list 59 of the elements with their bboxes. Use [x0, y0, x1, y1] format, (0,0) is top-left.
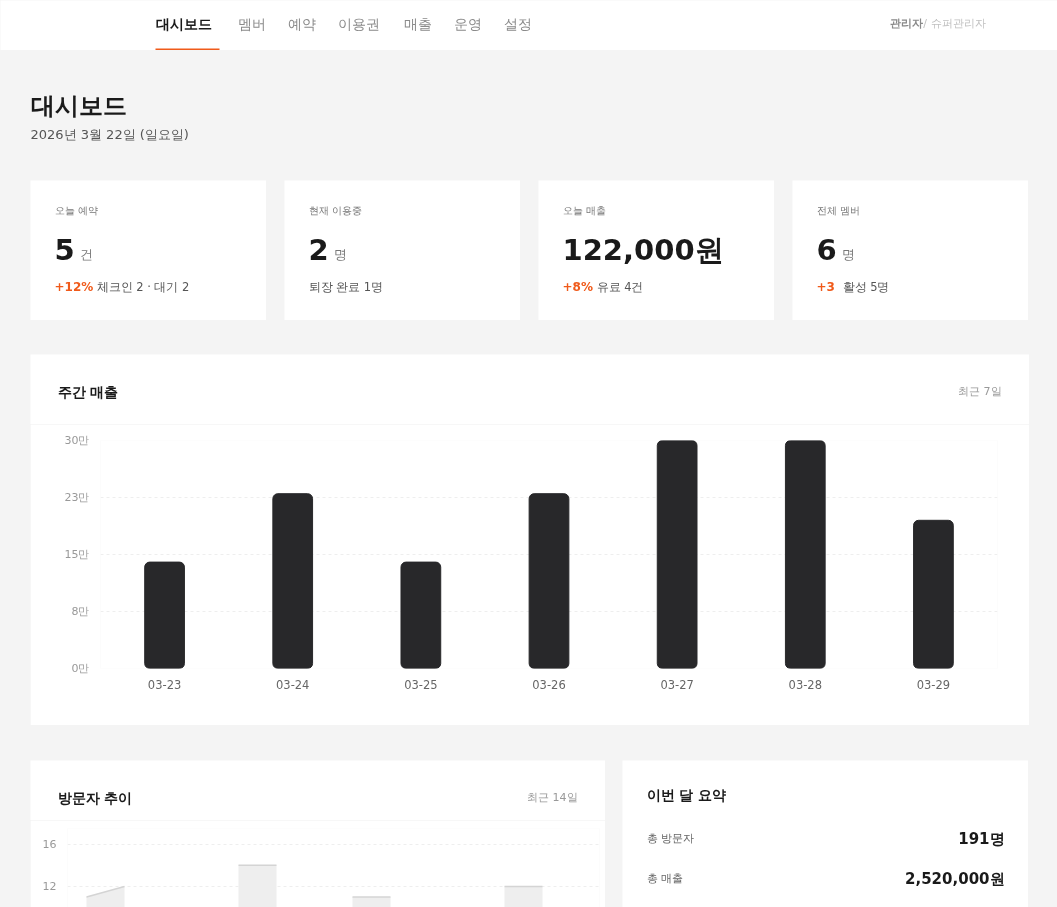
text: 매출 — [403, 15, 432, 32]
text: / 슈퍼관리자 — [923, 17, 986, 30]
text: 운영 — [453, 15, 482, 32]
text: 총 방문자 — [646, 832, 694, 845]
y-tick-label: 30만 — [64, 434, 90, 447]
text: +8% — [562, 279, 593, 294]
text: 유료 4건 — [596, 279, 644, 294]
text: 대시보드 — [30, 91, 127, 120]
y-tick-label: 16 — [42, 838, 57, 852]
text: 활성 5명 — [842, 279, 890, 294]
text: 총 매출 — [646, 872, 683, 885]
bar — [144, 561, 185, 669]
text: 건 — [79, 247, 93, 262]
x-tick-label: 03-28 — [788, 677, 822, 692]
text: 2 — [308, 233, 329, 267]
text: 명 — [841, 247, 855, 262]
chart-title: 방문자 추이 — [57, 789, 133, 806]
text: 명 — [333, 247, 347, 262]
bar — [272, 493, 314, 669]
text: 설정 — [503, 15, 532, 32]
text: 2026년 3월 22일 (일요일) — [30, 127, 189, 142]
y-tick-label: 15만 — [64, 548, 90, 561]
y-tick-label: 23만 — [64, 491, 90, 504]
text: 퇴장 완료 1명 — [308, 279, 384, 294]
bar — [656, 440, 698, 669]
x-tick-label: 03-24 — [276, 677, 310, 692]
text: 이용권 — [337, 15, 380, 32]
text: 최근 14일 — [527, 791, 578, 804]
bar — [528, 493, 570, 669]
text: 5 — [54, 233, 75, 267]
y-tick-label: 8만 — [71, 605, 90, 618]
text: 전체 멤버 — [816, 205, 860, 216]
x-tick-label: 03-23 — [147, 677, 182, 692]
text: 오늘 매출 — [562, 205, 606, 216]
text: 191명 — [958, 829, 1005, 848]
text: 오늘 예약 — [54, 205, 98, 216]
y-tick-label: 12 — [42, 880, 57, 894]
text: 122,000원 — [562, 232, 724, 267]
text: 2,520,000원 — [905, 869, 1005, 888]
x-tick-label: 03-27 — [660, 677, 694, 692]
text: 관리자 — [889, 17, 923, 30]
text: 이번 달 요약 — [646, 786, 727, 803]
bar — [784, 440, 826, 669]
text: 대시보드 — [155, 15, 212, 32]
x-tick-label: 03-26 — [532, 677, 566, 692]
bar — [913, 519, 954, 669]
x-tick-label: 03-25 — [404, 677, 438, 692]
text: 6 — [816, 233, 837, 267]
text: +12% — [54, 279, 94, 294]
y-tick-label: 0만 — [71, 662, 90, 675]
text: +3 — [816, 280, 835, 294]
text: 체크인 2 · 대기 2 — [96, 279, 190, 294]
text: 현재 이용중 — [308, 205, 362, 216]
text: 예약 — [287, 15, 316, 32]
x-tick-label: 03-29 — [916, 677, 951, 692]
bar — [400, 561, 442, 669]
text: 최근 7일 — [958, 385, 1002, 398]
chart-title: 주간 매출 — [57, 383, 119, 400]
text: 멤버 — [237, 15, 266, 32]
